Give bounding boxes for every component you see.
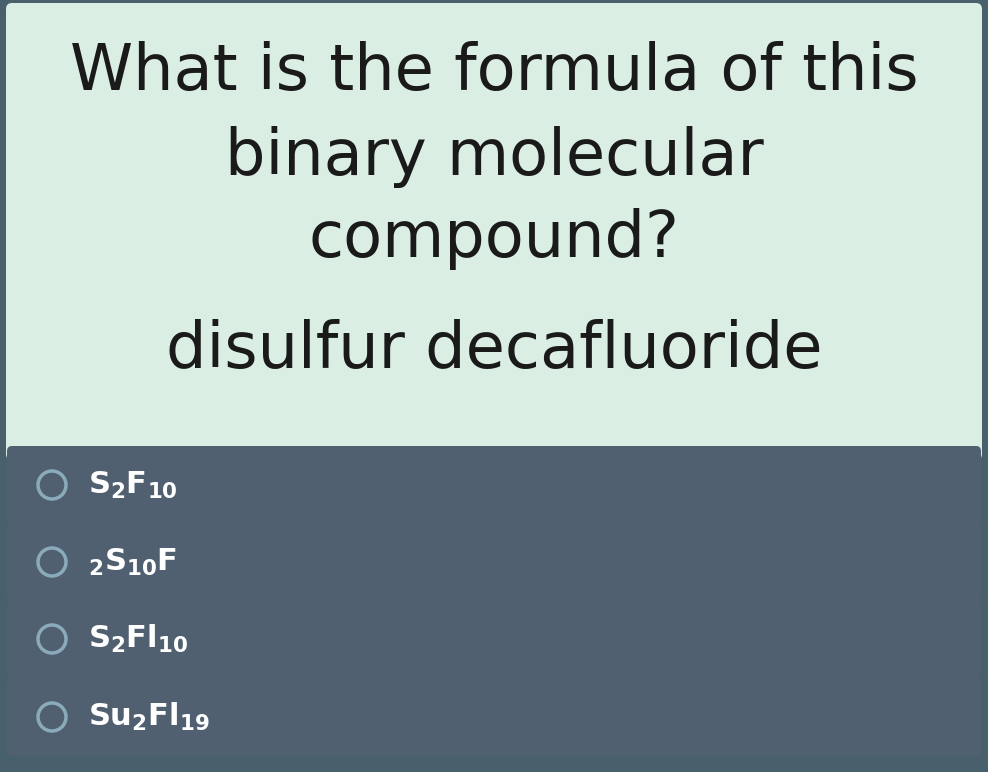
Text: $\mathbf{Su_{2}Fl_{19}}$: $\mathbf{Su_{2}Fl_{19}}$ [88, 701, 209, 733]
FancyBboxPatch shape [6, 3, 982, 460]
FancyBboxPatch shape [7, 523, 981, 601]
Text: $\mathbf{S_{2}Fl_{10}}$: $\mathbf{S_{2}Fl_{10}}$ [88, 623, 189, 655]
Text: binary molecular: binary molecular [224, 126, 764, 188]
Text: compound?: compound? [308, 208, 680, 270]
FancyBboxPatch shape [7, 600, 981, 678]
Text: What is the formula of this: What is the formula of this [70, 41, 918, 103]
Text: $\mathbf{_{2}S_{10}F}$: $\mathbf{_{2}S_{10}F}$ [88, 547, 177, 577]
FancyBboxPatch shape [7, 678, 981, 756]
Text: disulfur decafluoride: disulfur decafluoride [166, 319, 822, 381]
FancyBboxPatch shape [7, 446, 981, 524]
Text: $\mathbf{S_{2}F_{10}}$: $\mathbf{S_{2}F_{10}}$ [88, 469, 178, 500]
